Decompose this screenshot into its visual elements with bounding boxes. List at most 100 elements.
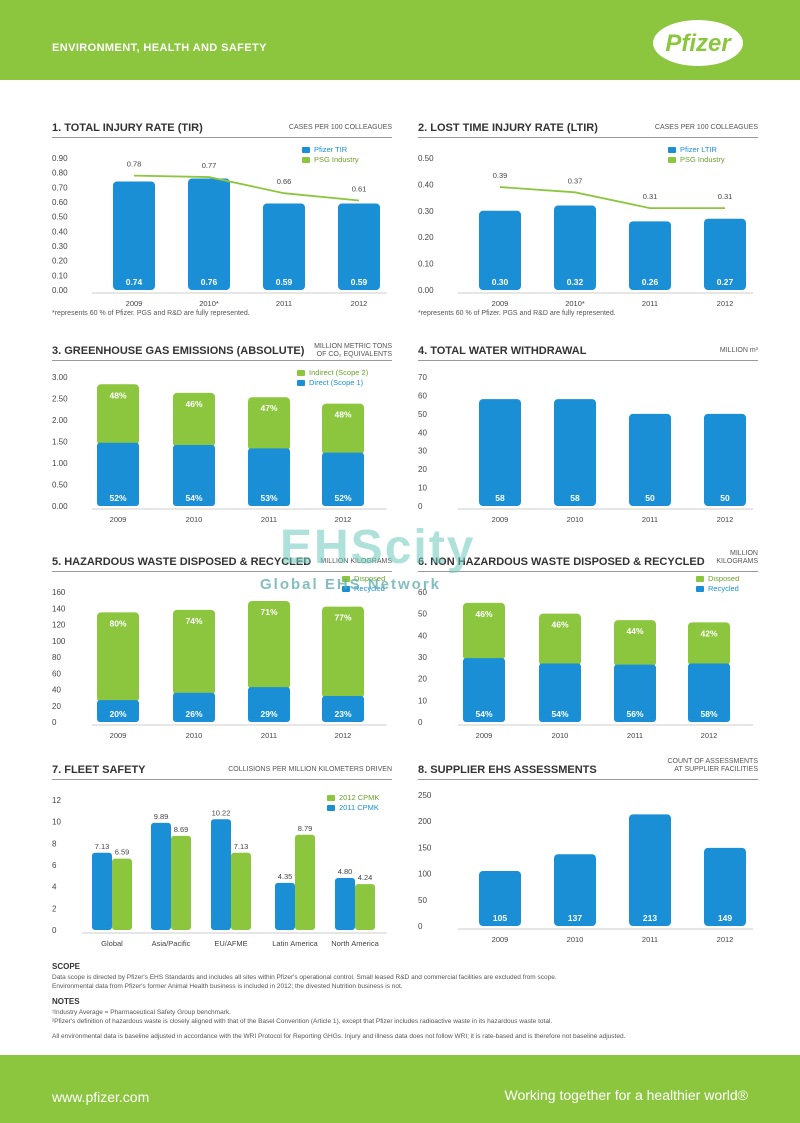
legend-label: Recycled: [708, 584, 739, 593]
y-tick-label: 2.50: [52, 395, 68, 404]
x-tick-label: 2012: [717, 935, 734, 944]
bar-segment-upper: [539, 613, 581, 666]
y-tick-label: 160: [52, 588, 66, 597]
y-tick-label: 40: [418, 631, 427, 640]
segment-percent-label: 46%: [185, 399, 202, 409]
panel-water-withdrawal: 4. TOTAL WATER WITHDRAWAL MILLION m³ 0 10…: [418, 345, 758, 550]
line-value-label: 0.78: [127, 160, 142, 169]
chart-footnote: *represents 60 % of Pfizer. PGS and R&D …: [52, 310, 250, 317]
bar-segment-upper: [173, 392, 215, 447]
series-line: [133, 174, 360, 202]
chart-title: 5. HAZARDOUS WASTE DISPOSED & RECYCLED: [52, 556, 312, 568]
bar-value-label: 50: [645, 493, 655, 503]
y-tick-label: 0: [418, 718, 423, 727]
x-tick-label: 2012: [335, 731, 352, 740]
x-tick-label: 2011: [261, 731, 277, 740]
bar: [338, 203, 380, 290]
bar-value-label: 8.69: [174, 825, 189, 834]
bar-2011: [211, 819, 231, 930]
chart-hazardous-waste: 0 20 40 60 80 100 120 140 160 80% 20% 74% 26% 71% 29% 7…: [52, 576, 387, 740]
segment-percent-label: 48%: [109, 390, 126, 400]
bar: [188, 178, 230, 290]
x-tick-label: 2010: [567, 515, 584, 524]
y-tick-label: 2.00: [52, 416, 68, 425]
y-tick-label: 40: [418, 428, 427, 437]
bar-segment-lower: [248, 687, 290, 722]
legend-label: Disposed: [354, 576, 385, 583]
x-tick-label: 2010*: [199, 299, 219, 308]
bar-value-label: 137: [568, 913, 582, 923]
bar-value-label: 6.59: [115, 848, 130, 857]
bar-value-label: 58: [570, 493, 580, 503]
bar: [479, 210, 521, 290]
bar-segment-lower: [614, 664, 656, 722]
bar-value-label: 0.32: [567, 277, 584, 287]
x-tick-label: 2011: [642, 515, 658, 524]
x-tick-label: 2009: [492, 299, 509, 308]
y-tick-label: 120: [52, 621, 66, 630]
segment-percent-label: 20%: [109, 709, 126, 719]
bar: [479, 870, 521, 926]
bar-value-label: 213: [643, 913, 657, 923]
legend-label: PSG Industry: [680, 155, 725, 164]
bar-segment-upper: [688, 622, 730, 666]
legend-swatch: [668, 147, 676, 153]
y-tick-label: 80: [52, 653, 61, 662]
bar-segment-upper: [614, 620, 656, 667]
bar-segment-upper: [173, 609, 215, 695]
chart-title: 1. TOTAL INJURY RATE (TIR): [52, 122, 203, 134]
title-divider: [52, 779, 392, 780]
bar-value-label: 149: [718, 913, 732, 923]
footer-tagline: Working together for a healthier world®: [504, 1087, 748, 1103]
bar: [554, 399, 596, 506]
chart-unit: MILLION m³: [719, 347, 758, 354]
x-tick-label: 2011: [642, 299, 658, 308]
y-tick-label: 0: [418, 502, 423, 511]
y-tick-label: 0.70: [52, 183, 68, 192]
bar-value-label: 0.27: [717, 277, 734, 287]
bar: [479, 399, 521, 506]
svg-text:Pfizer: Pfizer: [665, 30, 732, 57]
bar-value-label: 50: [720, 493, 730, 503]
y-tick-label: 100: [418, 870, 432, 879]
segment-percent-label: 80%: [109, 618, 126, 628]
footer-url-link[interactable]: www.pfizer.com: [52, 1089, 150, 1105]
line-value-label: 0.31: [643, 192, 658, 201]
bar-value-label: 8.79: [298, 824, 313, 833]
chart-greenhouse-gas: 0.00 0.50 1.00 1.50 2.00 2.50 3.00 48% 52% 46% 54%…: [52, 368, 387, 524]
bar-segment-upper: [97, 612, 139, 703]
legend-label: Direct (Scope 1): [309, 378, 364, 387]
y-tick-label: 30: [418, 447, 427, 456]
y-tick-label: 0.80: [52, 169, 68, 178]
chart-footnote: *represents 60 % of Pfizer. PGS and R&D …: [418, 310, 616, 317]
y-tick-label: 12: [52, 796, 61, 805]
y-tick-label: 0.50: [52, 481, 68, 490]
y-tick-label: 6: [52, 861, 57, 870]
chart-title: 8. SUPPLIER EHS ASSESSMENTS: [418, 764, 597, 776]
x-tick-label: 2011: [276, 299, 292, 308]
bar-segment-upper: [463, 602, 505, 661]
bar: [629, 221, 671, 290]
header-bar: ENVIRONMENT, HEALTH AND SAFETY Pfizer: [0, 0, 800, 80]
y-tick-label: 2: [52, 904, 57, 913]
x-tick-label: Asia/Pacific: [152, 939, 191, 948]
bar-segment-upper: [97, 384, 139, 445]
y-tick-label: 0.00: [52, 286, 68, 295]
line-value-label: 0.77: [202, 161, 217, 170]
y-tick-label: 20: [52, 702, 61, 711]
scope-notes: SCOPE Data scope is directed by Pfizer's…: [52, 962, 752, 1041]
bar-segment-lower: [97, 442, 139, 506]
title-divider: [418, 571, 758, 572]
y-tick-label: 0.50: [418, 154, 434, 163]
x-tick-label: Global: [101, 939, 123, 948]
line-value-label: 0.31: [718, 192, 733, 201]
x-tick-label: 2012: [717, 299, 734, 308]
bar: [629, 814, 671, 926]
bar-value-label: 4.24: [358, 873, 373, 882]
x-tick-label: 2009: [476, 731, 493, 740]
bar-value-label: 9.89: [154, 812, 169, 821]
note-line: ¹Industry Average = Pharmaceutical Safet…: [52, 1009, 231, 1016]
bar-value-label: 105: [493, 913, 507, 923]
y-tick-label: 0.10: [52, 271, 68, 280]
segment-percent-label: 46%: [551, 620, 568, 630]
